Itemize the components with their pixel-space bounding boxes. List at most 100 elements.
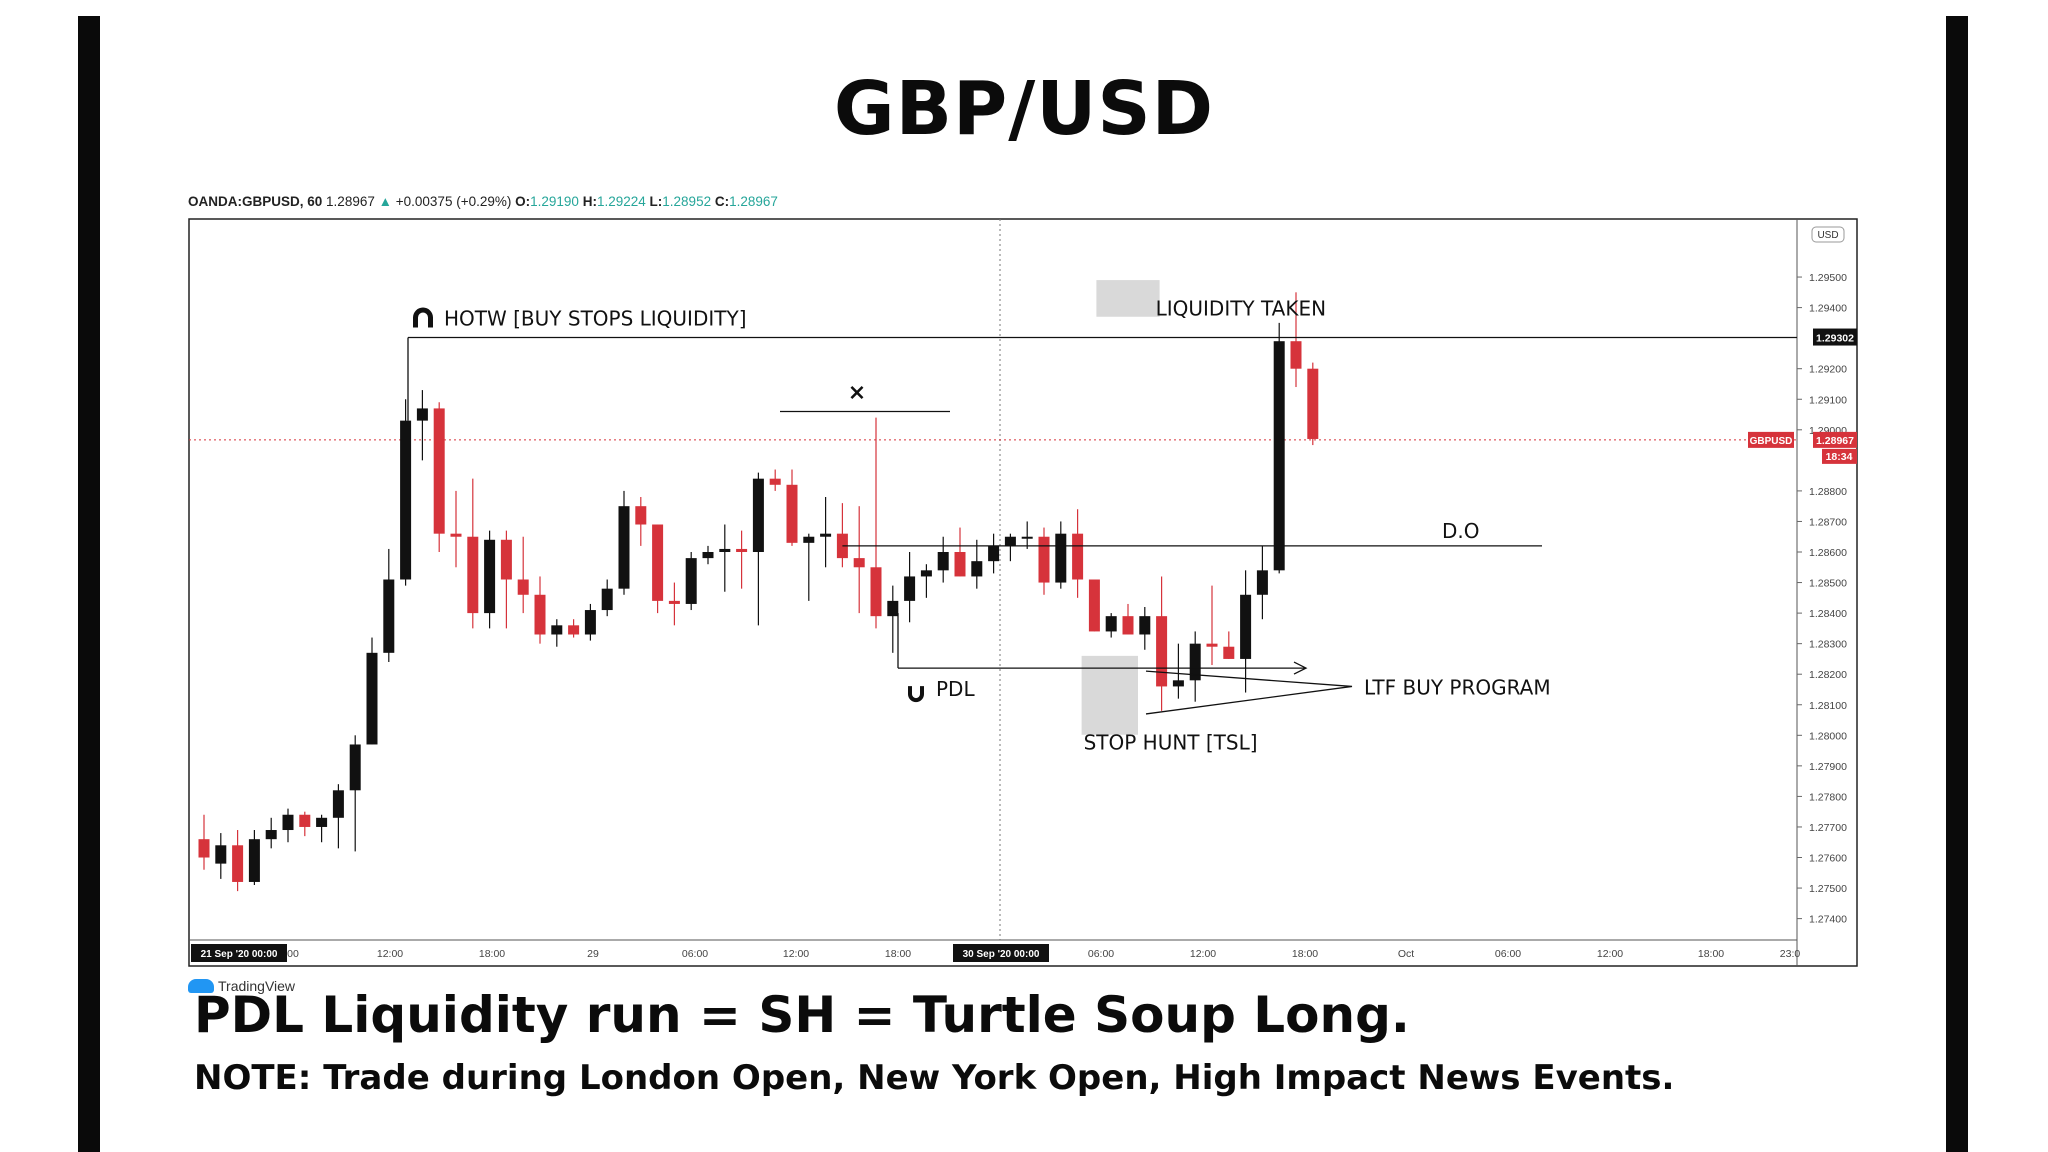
y-tick-label: 1.28700	[1809, 516, 1847, 528]
candle-body	[652, 524, 664, 601]
y-tick-label: 1.29200	[1809, 364, 1847, 376]
candle-body	[937, 552, 949, 571]
candle-body	[1256, 570, 1268, 595]
candle-body	[1072, 533, 1084, 580]
daily-open-label: D.O	[1442, 519, 1480, 543]
candle-body	[366, 652, 378, 745]
candle-body	[954, 552, 966, 577]
countdown-text: 18:34	[1826, 451, 1853, 463]
symbol-info-line: OANDA:GBPUSD, 60 1.28967 ▲ +0.00375 (+0.…	[188, 194, 778, 209]
candle-body	[1088, 579, 1100, 632]
candle-body	[248, 839, 260, 882]
ltf-buy-label: LTF BUY PROGRAM	[1364, 675, 1551, 699]
candle-body	[467, 536, 479, 614]
x-tick-label: 23:0	[1780, 948, 1801, 960]
pdl-label: PDL	[936, 677, 975, 701]
candle-body	[400, 420, 412, 580]
y-tick-label: 1.28600	[1809, 547, 1847, 559]
candle-body	[668, 600, 680, 604]
date-badge-separator	[953, 944, 1049, 962]
stop-hunt-zone	[1081, 655, 1138, 735]
marker-x-icon: ×	[848, 380, 866, 405]
countdown-badge	[1822, 448, 1857, 464]
candle-body	[265, 830, 277, 840]
candle-body	[1105, 616, 1117, 632]
candle-body	[1189, 643, 1201, 681]
y-tick-label: 1.27900	[1809, 761, 1847, 773]
headline: PDL Liquidity run = SH = Turtle Soup Lon…	[194, 986, 1410, 1044]
x-tick-label: 00	[287, 948, 299, 960]
candle-body	[282, 814, 294, 831]
x-tick-label: Oct	[1398, 948, 1414, 960]
candle-body	[332, 790, 344, 818]
liquidity-taken-zone	[1096, 280, 1160, 317]
symbol-name[interactable]: OANDA:GBPUSD, 60	[188, 194, 323, 209]
candle-body	[853, 558, 865, 568]
close-value: 1.28967	[729, 194, 778, 209]
x-tick-label: 18:00	[1292, 948, 1318, 960]
date-badge-start	[191, 944, 287, 962]
candle-body	[988, 545, 1000, 562]
candle-body	[1290, 341, 1302, 369]
candle-body	[601, 588, 613, 611]
high-label: H:	[582, 194, 597, 209]
candle-body	[1223, 646, 1235, 659]
close-label: C:	[714, 194, 730, 209]
low-value: 1.28952	[662, 194, 712, 209]
candle-body	[887, 600, 899, 617]
currency-badge	[1811, 226, 1845, 243]
date-badge-separator-text: 30 Sep '20 00:00	[963, 949, 1040, 960]
trade-note: NOTE: Trade during London Open, New York…	[194, 1058, 1675, 1098]
low-label: L:	[649, 194, 663, 209]
hotw-label: HOTW [BUY STOPS LIQUIDITY]	[444, 307, 747, 331]
date-badge-start-text: 21 Sep '20 00:00	[201, 949, 278, 960]
candle-body	[920, 570, 932, 577]
page-title: GBP/USD	[833, 66, 1215, 152]
y-tick-label: 1.28400	[1809, 608, 1847, 620]
x-tick-label: 06:00	[682, 948, 708, 960]
candle-body	[618, 506, 630, 589]
tradingview-logo[interactable]: TradingView	[188, 978, 295, 994]
last-price-text: 1.28967	[1816, 435, 1854, 447]
candle-body	[517, 579, 529, 595]
liquidity-taken-label: LIQUIDITY TAKEN	[1156, 297, 1326, 321]
pdl-arrow-head	[1293, 661, 1308, 675]
candle-body	[232, 845, 244, 882]
y-tick-label: 1.27700	[1809, 822, 1847, 834]
open-label: O:	[515, 194, 531, 209]
candle-body	[1307, 368, 1319, 439]
candle-body	[1038, 536, 1050, 583]
y-tick-label: 1.27400	[1809, 914, 1847, 926]
candle-body	[198, 839, 210, 858]
candle-body	[299, 814, 311, 827]
candle-body	[500, 539, 512, 580]
candle-body	[719, 548, 731, 553]
x-tick-label: 18:00	[479, 948, 505, 960]
candle-body	[786, 484, 798, 543]
magnet-icon	[413, 307, 433, 328]
chart-frame	[188, 218, 1858, 967]
x-tick-label: 29	[587, 948, 599, 960]
y-tick-label: 1.28800	[1809, 486, 1847, 498]
candle-body	[1021, 536, 1033, 539]
y-tick-label: 1.29400	[1809, 303, 1847, 315]
candle-body	[803, 536, 815, 543]
candle-body	[316, 817, 328, 827]
candle-body	[1139, 616, 1151, 635]
candle-body	[904, 576, 916, 601]
y-tick-label: 1.28000	[1809, 730, 1847, 742]
tradingview-label: TradingView	[218, 978, 296, 994]
y-tick-label: 1.27500	[1809, 883, 1847, 895]
candle-body	[870, 567, 882, 617]
candle-body	[1156, 616, 1168, 687]
candle-body	[769, 478, 781, 485]
x-tick-label: 12:00	[1597, 948, 1623, 960]
candle-body	[1122, 616, 1134, 635]
cloud-icon	[188, 979, 214, 993]
candle-body	[484, 539, 496, 614]
left-frame-bar	[78, 16, 100, 1152]
y-tick-label: 1.27800	[1809, 791, 1847, 803]
y-tick-label: 1.29100	[1809, 394, 1847, 406]
stop-hunt-label: STOP HUNT [TSL]	[1084, 730, 1258, 754]
